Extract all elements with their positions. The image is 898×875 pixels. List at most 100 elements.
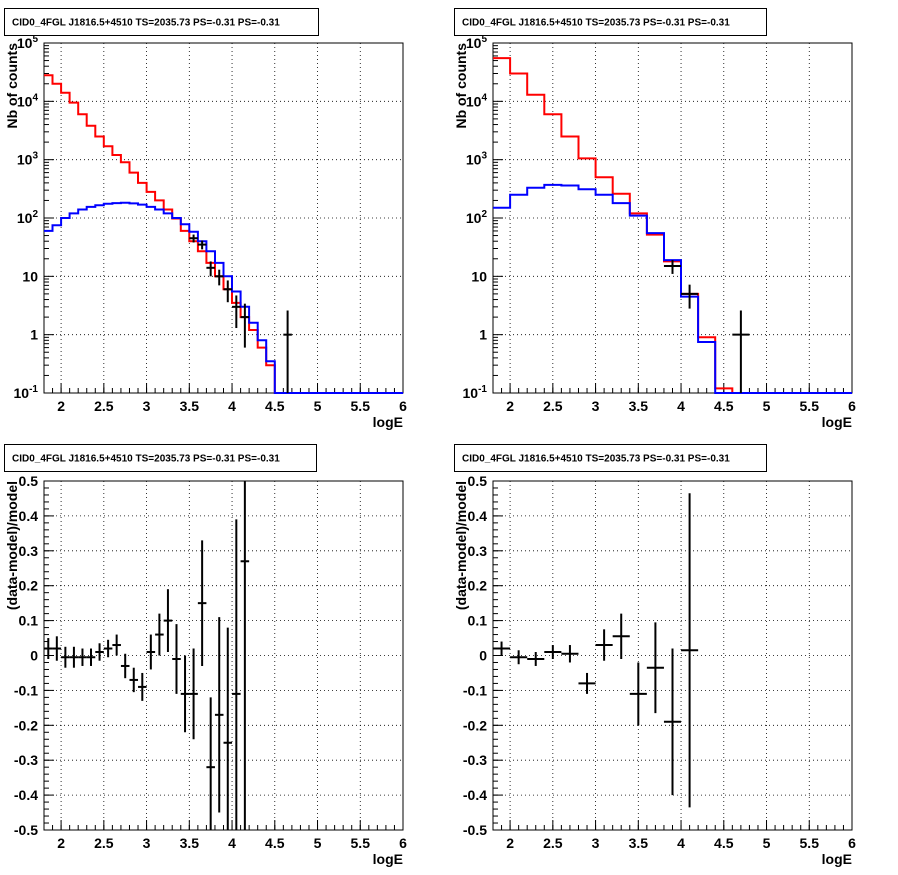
data-point [69,646,79,668]
x-tick-label: 3.5 [180,398,200,414]
x-tick-label: 6 [848,398,856,414]
x-axis-label: logE [822,414,852,430]
x-tick-label: 6 [848,835,856,851]
x-tick-label: 2.5 [94,398,114,414]
data-point [240,303,250,348]
data-point [172,624,181,694]
data-point [138,672,147,701]
data-point [112,634,121,656]
y-tick-label: 102 [17,209,39,226]
x-tick-label: 2.5 [543,835,563,851]
y-tick-label: 102 [466,209,488,226]
x-tick-label: 5.5 [800,398,820,414]
plot-frame [492,42,853,394]
data-point [163,589,173,653]
chart-panel-3: CID0_4FGL J1816.5+4510 TS=2035.73 PS=-0.… [4,444,407,867]
data-point [544,645,562,659]
data-point [493,641,511,656]
y-tick-label: 0.1 [468,613,488,629]
data-point [214,617,224,813]
y-tick-label: 103 [466,151,488,168]
plot-frame [43,42,404,394]
y-tick-label: 0.4 [19,508,39,524]
x-tick-label: 6 [399,398,407,414]
y-tick-label: 105 [466,34,488,51]
y-axis-label: (data-model)/model [453,481,469,610]
y-tick-label: -0.4 [14,787,38,803]
data-point [223,280,233,303]
x-tick-label: 3 [143,398,151,414]
y-tick-label: -0.4 [463,787,487,803]
data-point [44,638,53,659]
data-point [206,697,215,830]
title-box [454,444,767,472]
chart-panel-2: CID0_4FGL J1816.5+4510 TS=2035.73 PS=-0.… [453,8,856,430]
chart-title: CID0_4FGL J1816.5+4510 TS=2035.73 PS=-0.… [12,18,280,29]
x-tick-label: 6 [399,835,407,851]
title-box [4,444,317,472]
data-point [510,650,528,665]
data-point [561,645,579,663]
y-tick-label: 103 [17,151,39,168]
title-box [4,8,319,36]
y-tick-label: -0.5 [14,822,38,838]
y-tick-label: -0.5 [463,822,487,838]
x-tick-label: 2 [57,835,65,851]
x-tick-label: 3.5 [629,835,649,851]
title-box [454,8,767,36]
x-tick-label: 4 [228,398,236,414]
x-tick-label: 5.5 [800,835,820,851]
y-tick-label: -0.2 [463,717,487,733]
y-tick-label: 0.2 [19,578,39,594]
x-tick-label: 3 [143,835,151,851]
data-point [612,613,630,659]
model-component-histogram [493,183,852,394]
y-axis-label: (data-model)/model [4,481,20,610]
x-tick-label: 4.5 [714,835,734,851]
data-point [232,519,241,830]
y-tick-label: -0.3 [14,752,38,768]
x-tick-label: 3.5 [180,835,200,851]
data-point [681,493,699,808]
data-point [103,639,113,658]
data-point [120,653,130,679]
x-tick-label: 4 [677,835,685,851]
data-point [197,240,207,250]
data-point [78,648,87,666]
chart-title: CID0_4FGL J1816.5+4510 TS=2035.73 PS=-0.… [462,18,730,29]
y-tick-label: 0.1 [19,613,39,629]
x-tick-label: 5.5 [351,835,371,851]
x-tick-label: 2 [57,398,65,414]
y-tick-label: -0.1 [14,682,38,698]
data-point [155,613,164,656]
data-point [180,655,190,733]
data-point [595,629,613,661]
y-axis-label: Nb of counts [453,43,469,129]
x-tick-label: 5 [314,398,322,414]
plot-frame [43,480,404,831]
data-point [240,481,250,830]
y-tick-label: 104 [17,92,39,109]
data-point [527,652,545,666]
x-tick-label: 3.5 [629,398,649,414]
data-point [578,672,596,694]
x-tick-label: 4.5 [265,835,285,851]
y-tick-label: 10 [471,268,487,284]
data-point [646,622,664,714]
data-point [197,540,207,666]
data-point [681,284,699,309]
x-tick-label: 4.5 [714,398,734,414]
x-tick-label: 2.5 [94,835,114,851]
data-point [232,295,241,329]
chart-title: CID0_4FGL J1816.5+4510 TS=2035.73 PS=-0.… [12,454,280,465]
x-tick-label: 5 [763,835,771,851]
x-axis-label: logE [822,851,852,867]
data-point [663,648,682,796]
x-tick-label: 2.5 [543,398,563,414]
y-tick-label: 0.4 [468,508,488,524]
data-point [283,310,292,393]
x-tick-label: 2 [506,398,514,414]
data-point [206,261,215,277]
x-axis-label: logE [373,851,403,867]
